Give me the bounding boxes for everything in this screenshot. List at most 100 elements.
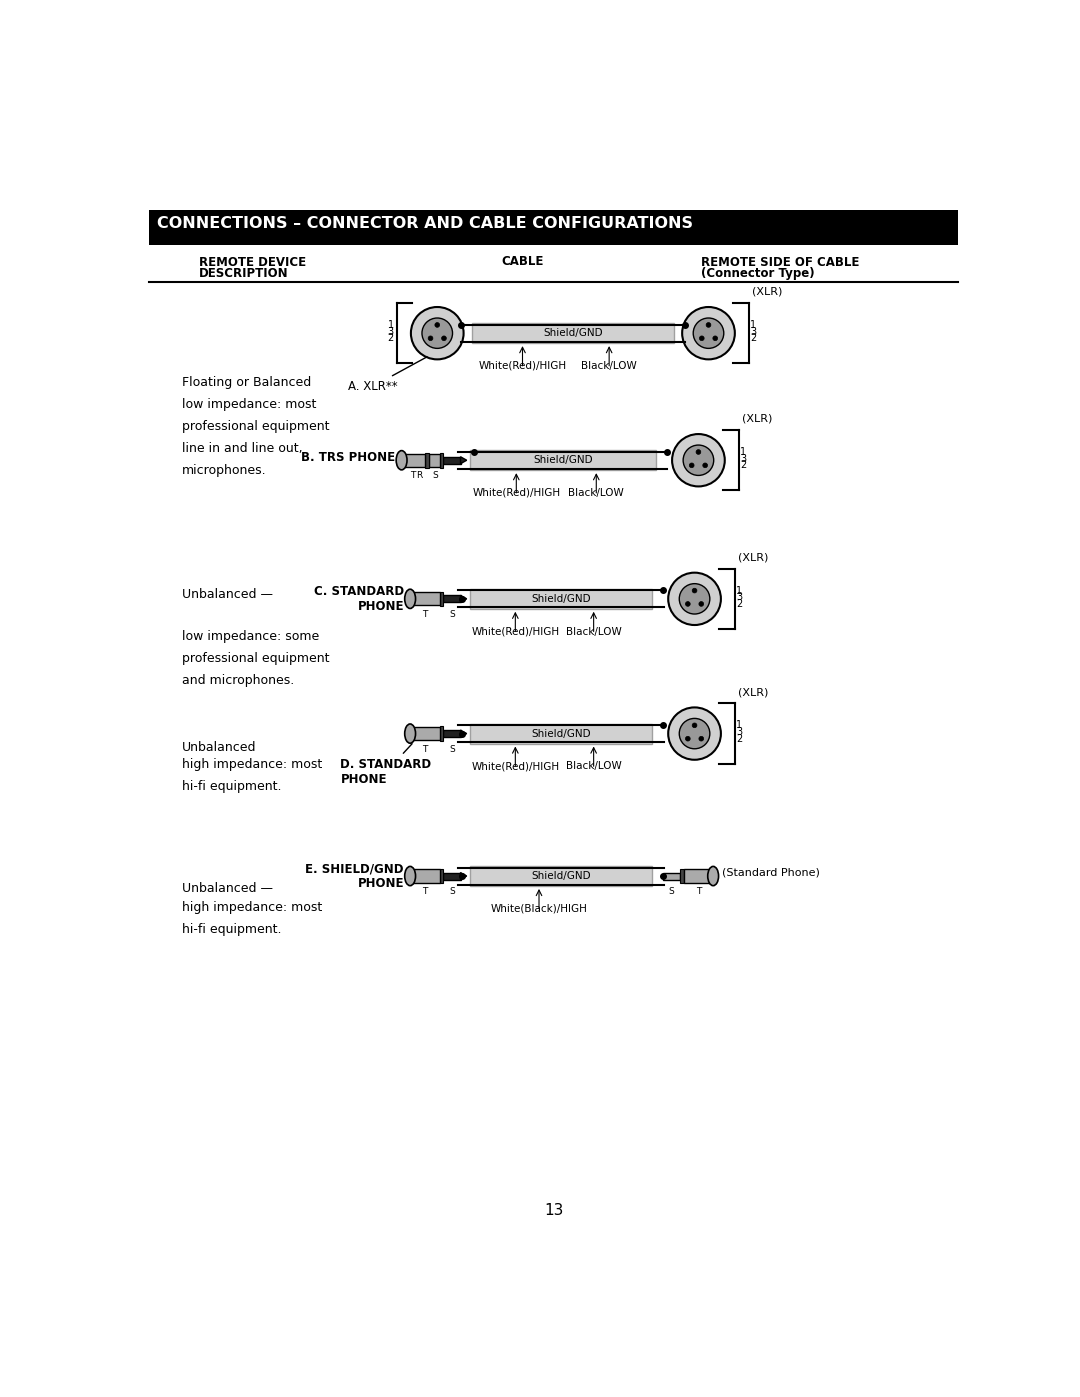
Text: S: S xyxy=(449,745,455,754)
Circle shape xyxy=(684,446,714,475)
Bar xyxy=(444,731,460,738)
Text: low impedance: some
professional equipment
and microphones.: low impedance: some professional equipme… xyxy=(181,630,329,687)
Text: 2: 2 xyxy=(737,599,743,609)
Circle shape xyxy=(686,602,690,606)
Bar xyxy=(440,726,444,740)
Text: high impedance: most
hi-fi equipment.: high impedance: most hi-fi equipment. xyxy=(181,759,322,793)
Bar xyxy=(470,724,652,743)
Text: A. XLR**: A. XLR** xyxy=(348,356,427,393)
Ellipse shape xyxy=(405,590,416,609)
Text: T: T xyxy=(422,887,428,897)
Circle shape xyxy=(679,718,710,749)
Text: 3: 3 xyxy=(388,327,394,337)
Circle shape xyxy=(428,335,433,341)
Text: Shield/GND: Shield/GND xyxy=(534,455,593,465)
Circle shape xyxy=(696,450,701,454)
Text: T: T xyxy=(696,887,701,897)
Circle shape xyxy=(669,573,721,624)
Circle shape xyxy=(713,335,717,341)
Text: REMOTE SIDE OF CABLE: REMOTE SIDE OF CABLE xyxy=(701,256,859,270)
Text: Unbalanced: Unbalanced xyxy=(181,742,256,754)
Circle shape xyxy=(703,462,707,468)
Text: White(Red)/HIGH: White(Red)/HIGH xyxy=(478,360,567,372)
Ellipse shape xyxy=(405,866,416,886)
Circle shape xyxy=(706,323,711,327)
Text: 2: 2 xyxy=(740,461,746,471)
Circle shape xyxy=(410,307,463,359)
Circle shape xyxy=(700,335,704,341)
Text: (XLR): (XLR) xyxy=(742,414,772,423)
Text: (XLR): (XLR) xyxy=(738,553,768,563)
Text: CABLE: CABLE xyxy=(501,256,543,268)
Text: S: S xyxy=(432,471,437,481)
Bar xyxy=(679,869,684,883)
Text: R: R xyxy=(416,471,422,481)
Bar xyxy=(444,595,460,602)
Text: 1: 1 xyxy=(740,447,746,457)
Circle shape xyxy=(679,584,710,615)
Text: Black/LOW: Black/LOW xyxy=(566,627,621,637)
Text: 3: 3 xyxy=(751,327,756,337)
Circle shape xyxy=(686,736,690,740)
Text: 2: 2 xyxy=(737,733,743,743)
Bar xyxy=(684,869,713,883)
Bar xyxy=(663,873,679,880)
Circle shape xyxy=(699,602,704,606)
Text: E. SHIELD/GND
PHONE: E. SHIELD/GND PHONE xyxy=(306,862,404,890)
Circle shape xyxy=(683,307,734,359)
Bar xyxy=(440,453,444,468)
Text: 1: 1 xyxy=(388,320,394,330)
Text: Shield/GND: Shield/GND xyxy=(531,729,591,739)
Text: S: S xyxy=(449,887,455,897)
Text: White(Red)/HIGH: White(Red)/HIGH xyxy=(471,761,559,771)
Text: Unbalanced —: Unbalanced — xyxy=(181,882,272,895)
Bar xyxy=(472,323,674,344)
Bar xyxy=(470,588,652,609)
Text: CONNECTIONS – CONNECTOR AND CABLE CONFIGURATIONS: CONNECTIONS – CONNECTOR AND CABLE CONFIG… xyxy=(157,215,692,231)
Bar xyxy=(470,450,656,471)
Polygon shape xyxy=(460,457,467,464)
Polygon shape xyxy=(460,595,467,602)
Bar xyxy=(410,726,440,740)
Text: White(Red)/HIGH: White(Red)/HIGH xyxy=(472,488,561,497)
Bar xyxy=(444,873,460,880)
Circle shape xyxy=(699,736,704,740)
Circle shape xyxy=(689,462,694,468)
Text: T: T xyxy=(422,610,428,619)
Text: 13: 13 xyxy=(544,1203,563,1218)
Text: 1: 1 xyxy=(751,320,756,330)
Bar xyxy=(470,866,652,886)
Circle shape xyxy=(692,724,697,728)
Circle shape xyxy=(672,434,725,486)
Text: Black/LOW: Black/LOW xyxy=(581,360,637,372)
Text: REMOTE DEVICE: REMOTE DEVICE xyxy=(199,256,306,270)
Bar xyxy=(424,453,429,468)
Circle shape xyxy=(442,335,446,341)
Circle shape xyxy=(669,707,721,760)
Text: White(Black)/HIGH: White(Black)/HIGH xyxy=(490,904,588,914)
Bar xyxy=(440,591,444,606)
Circle shape xyxy=(692,588,697,592)
Text: C. STANDARD
PHONE: C. STANDARD PHONE xyxy=(314,585,404,613)
Text: DESCRIPTION: DESCRIPTION xyxy=(199,267,288,279)
Text: 3: 3 xyxy=(740,454,746,464)
Bar xyxy=(440,869,444,883)
Polygon shape xyxy=(460,731,467,738)
Circle shape xyxy=(435,323,440,327)
Bar xyxy=(149,210,958,244)
Text: Shield/GND: Shield/GND xyxy=(531,872,591,882)
Text: T: T xyxy=(422,745,428,754)
Text: White(Red)/HIGH: White(Red)/HIGH xyxy=(471,627,559,637)
Bar xyxy=(410,869,440,883)
Bar xyxy=(429,454,440,467)
Text: S: S xyxy=(669,887,674,897)
Text: 2: 2 xyxy=(388,334,394,344)
Text: Shield/GND: Shield/GND xyxy=(543,328,603,338)
Ellipse shape xyxy=(405,724,416,743)
Text: Floating or Balanced
low impedance: most
professional equipment
line in and line: Floating or Balanced low impedance: most… xyxy=(181,376,329,476)
Text: Unbalanced —: Unbalanced — xyxy=(181,588,272,602)
Text: 1: 1 xyxy=(737,585,743,595)
Bar xyxy=(444,457,460,464)
Text: Black/LOW: Black/LOW xyxy=(568,488,624,497)
Bar xyxy=(402,454,424,467)
